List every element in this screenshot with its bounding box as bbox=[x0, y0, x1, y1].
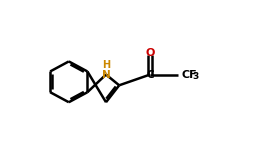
Text: 3: 3 bbox=[192, 72, 198, 81]
Text: H: H bbox=[102, 60, 110, 70]
Text: C: C bbox=[146, 69, 154, 80]
Text: CF: CF bbox=[181, 69, 197, 80]
Text: O: O bbox=[146, 48, 155, 58]
Text: N: N bbox=[102, 69, 110, 80]
